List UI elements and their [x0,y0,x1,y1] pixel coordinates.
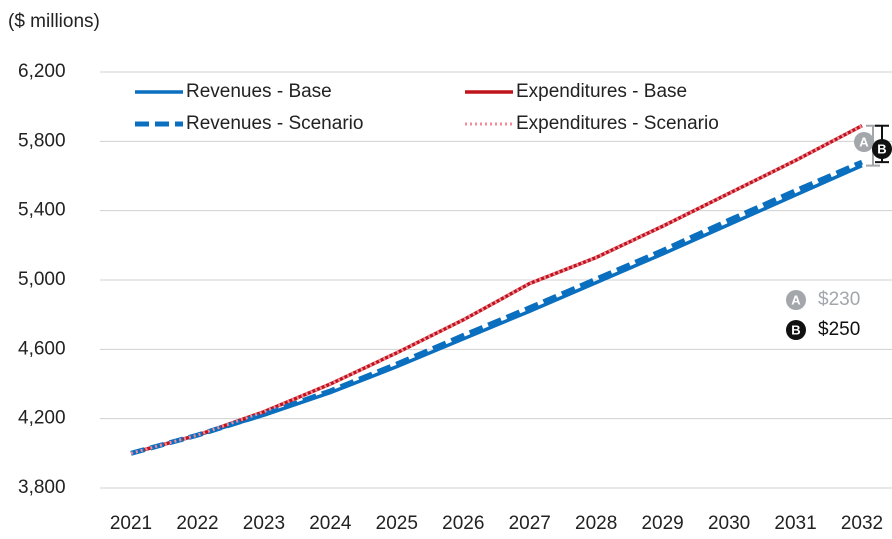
legend-label: Expenditures - Base [516,81,687,102]
y-tick-label: 6,200 [18,61,66,82]
series-line [130,159,863,456]
badge [872,139,892,159]
legend-label: Revenues - Base [186,81,332,102]
badge [786,320,806,340]
y-tick-label: 4,600 [18,338,66,359]
legend-label: Expenditures - Scenario [516,113,719,134]
x-tick-label: 2027 [509,513,551,534]
badge [854,132,874,152]
y-tick-label: 5,400 [18,200,66,221]
x-tick-label: 2022 [176,513,218,534]
y-tick-label: 4,200 [18,408,66,429]
x-tick-label: 2029 [641,513,683,534]
x-tick-label: 2026 [442,513,484,534]
series-line [130,124,863,456]
x-tick-label: 2025 [376,513,418,534]
annotation-text: $250 [818,319,860,340]
badge-letter: A [791,292,801,307]
x-tick-label: 2031 [774,513,816,534]
x-tick-label: 2030 [708,513,750,534]
y-axis-label: ($ millions) [8,11,100,32]
x-tick-label: 2028 [575,513,617,534]
x-tick-label: 2032 [841,513,883,534]
x-tick-label: 2023 [243,513,285,534]
badge [786,290,806,310]
y-tick-label: 3,800 [18,477,66,498]
x-tick-label: 2024 [309,513,352,534]
series-line [130,124,863,455]
legend-label: Revenues - Scenario [186,113,363,134]
y-tick-label: 5,000 [18,269,66,290]
y-tick-label: 5,800 [18,130,66,151]
annotation-text: $230 [818,289,860,310]
badge-letter: A [859,134,869,149]
x-tick-label: 2021 [110,513,152,534]
badge-letter: B [791,322,800,337]
badge-letter: B [877,141,886,156]
